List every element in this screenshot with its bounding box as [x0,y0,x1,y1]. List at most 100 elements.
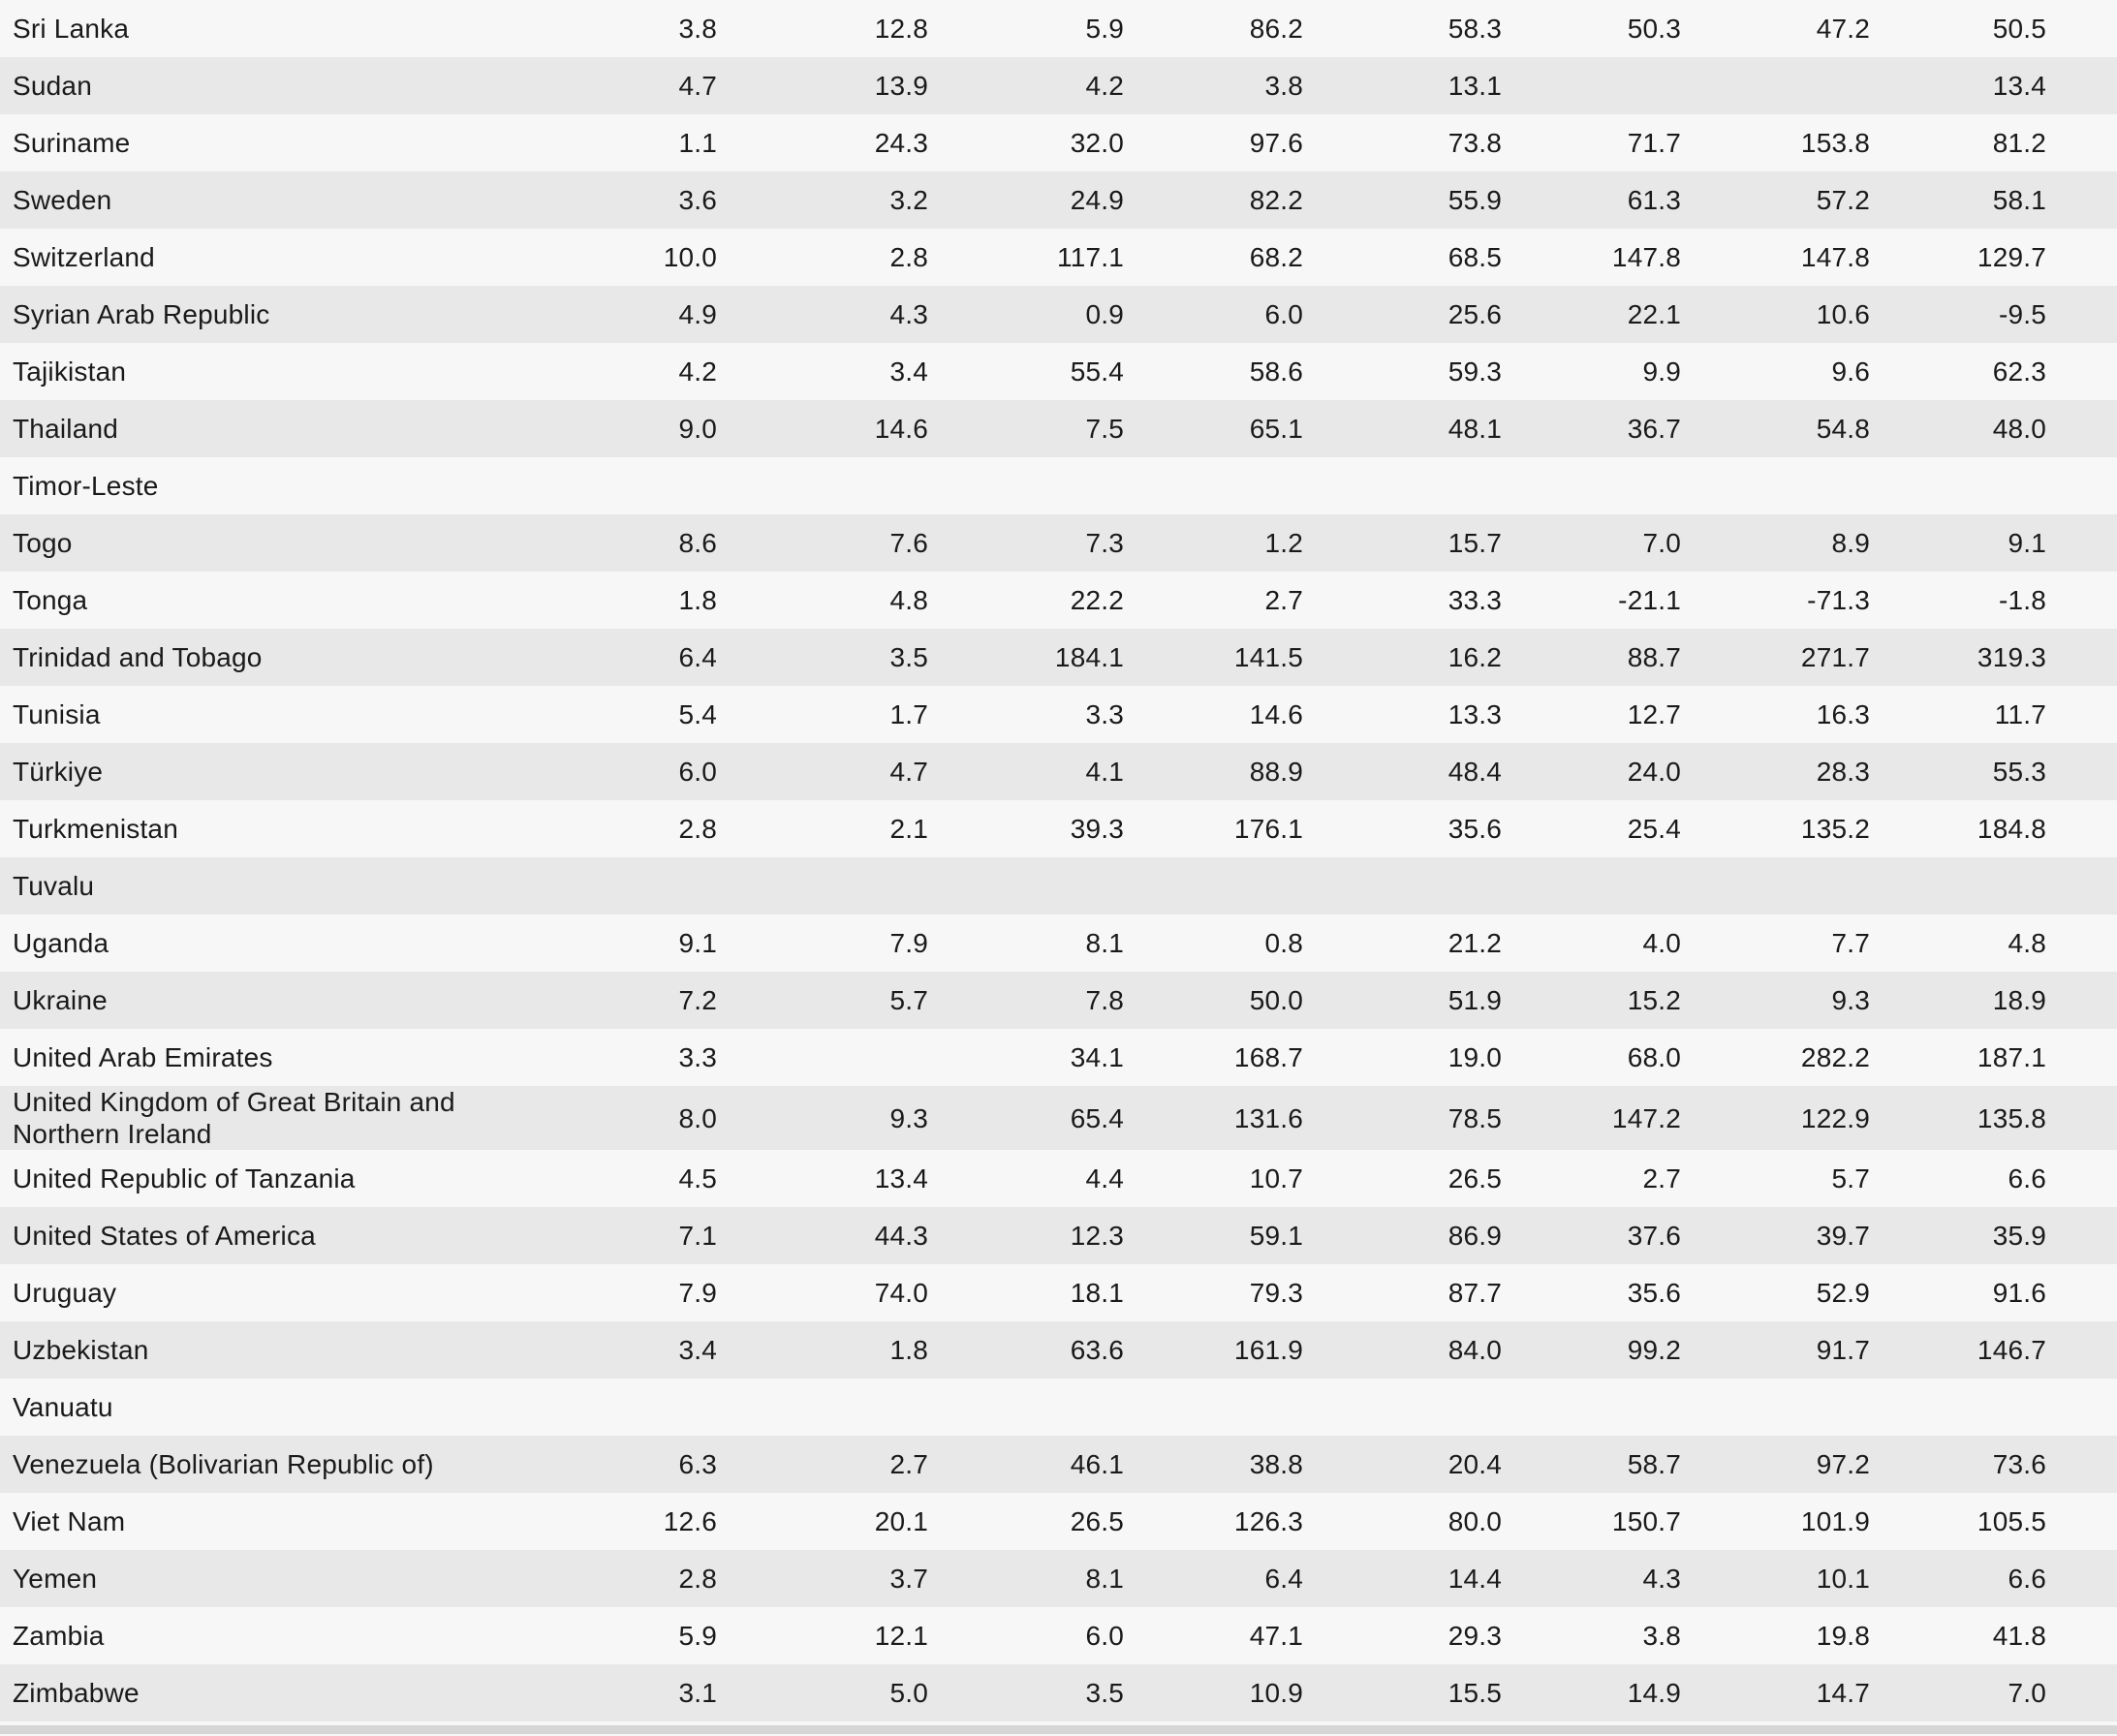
value-cell-6 [1502,457,1681,514]
value-cell-8: 146.7 [1977,1335,2046,1365]
country-name-cell: United Arab Emirates [13,1042,273,1072]
country-name-cell: Thailand [13,414,119,444]
country-name-cell: Uzbekistan [13,1335,149,1365]
value-cell-6: 2.7 [1642,1163,1681,1194]
value-cell-6: 4.0 [1642,928,1681,958]
value-cell-7 [1681,457,1870,514]
value-cell-7: 91.7 [1816,1335,1870,1365]
value-cell-5: 29.3 [1448,1621,1502,1651]
value-cell-7: 271.7 [1800,642,1870,672]
value-cell-6: 88.7 [1627,642,1681,672]
value-cell-3: 4.2 [1085,71,1124,101]
value-cell-6: 12.7 [1627,699,1681,729]
value-cell-6: 3.8 [1642,1621,1681,1651]
value-cell-4: 126.3 [1233,1506,1303,1536]
value-cell-3: 0.9 [1085,299,1124,329]
value-cell-4 [1124,457,1303,514]
value-cell-8: 55.3 [1992,757,2046,787]
country-name-cell: Uruguay [13,1278,117,1308]
value-cell-1: 7.2 [678,985,717,1015]
value-cell-8 [1870,857,2117,914]
country-name-cell: Suriname [13,128,131,158]
value-cell-7: 5.7 [1831,1163,1870,1194]
value-cell-5: 15.5 [1448,1678,1502,1708]
value-cell-7: 54.8 [1816,414,1870,444]
value-cell-6: 9.9 [1642,356,1681,387]
value-cell-6: 35.6 [1627,1278,1681,1308]
value-cell-8: 6.6 [2008,1564,2046,1594]
value-cell-3 [928,457,1124,514]
value-cell-5: 13.1 [1448,71,1502,101]
value-cell-4: 82.2 [1249,185,1303,215]
value-cell-2: 2.7 [889,1449,928,1479]
value-cell-2: 3.7 [889,1564,928,1594]
value-cell-4: 176.1 [1233,814,1303,844]
value-cell-6: 25.4 [1627,814,1681,844]
value-cell-2: 1.8 [889,1335,928,1365]
value-cell-4: 47.1 [1249,1621,1303,1651]
value-cell-8: 91.6 [1992,1278,2046,1308]
value-cell-2: 3.2 [889,185,928,215]
table-row: Thailand 9.0 14.6 7.5 65.1 48.1 36.7 54.… [0,400,2117,457]
value-cell-2 [717,1379,928,1436]
value-cell-5: 14.4 [1448,1564,1502,1594]
value-cell-1: 5.4 [678,699,717,729]
value-cell-1: 3.6 [678,185,717,215]
value-cell-1: 9.0 [678,414,717,444]
value-cell-7: 101.9 [1800,1506,1870,1536]
value-cell-7: 147.8 [1800,242,1870,272]
value-cell-2: 44.3 [874,1221,928,1251]
value-cell-5: 20.4 [1448,1449,1502,1479]
value-cell-8: 135.8 [1977,1102,2046,1133]
country-name-cell: United States of America [13,1221,316,1251]
value-cell-5: 16.2 [1448,642,1502,672]
value-cell-4: 58.6 [1249,356,1303,387]
value-cell-2: 24.3 [874,128,928,158]
table-row: Yemen 2.8 3.7 8.1 6.4 14.4 4.3 10.1 6.6 [0,1550,2117,1607]
value-cell-3: 8.1 [1085,928,1124,958]
value-cell-5: 25.6 [1448,299,1502,329]
table-row: United Republic of Tanzania 4.5 13.4 4.4… [0,1150,2117,1207]
country-name-cell: Zambia [13,1621,105,1651]
value-cell-3: 39.3 [1070,814,1124,844]
bottom-gap [0,1721,2117,1725]
value-cell-5: 59.3 [1448,356,1502,387]
value-cell-2: 7.9 [889,928,928,958]
country-name-cell: Sri Lanka [13,14,130,44]
value-cell-8: 9.1 [2008,528,2046,558]
value-cell-8: 13.4 [1992,71,2046,101]
value-cell-1: 7.1 [678,1221,717,1251]
value-cell-4 [1124,1379,1303,1436]
value-cell-3 [928,857,1124,914]
country-name-cell: Uganda [13,928,109,958]
value-cell-5 [1303,457,1502,514]
value-cell-7: 9.3 [1831,985,1870,1015]
value-cell-3 [928,1379,1124,1436]
value-cell-5: 48.4 [1448,757,1502,787]
value-cell-8 [1870,1379,2117,1436]
value-cell-5: 35.6 [1448,814,1502,844]
value-cell-6: 147.8 [1611,242,1681,272]
value-cell-5: 51.9 [1448,985,1502,1015]
value-cell-1: 7.9 [678,1278,717,1308]
value-cell-2: 14.6 [874,414,928,444]
table-row: Ukraine 7.2 5.7 7.8 50.0 51.9 15.2 9.3 1… [0,972,2117,1029]
value-cell-4: 10.9 [1249,1678,1303,1708]
value-cell-6: 36.7 [1627,414,1681,444]
value-cell-8: 48.0 [1992,414,2046,444]
value-cell-5: 13.3 [1448,699,1502,729]
value-cell-8: 35.9 [1992,1221,2046,1251]
value-cell-3: 117.1 [1057,242,1124,272]
value-cell-3: 4.1 [1085,757,1124,787]
value-cell-8: 50.5 [1992,14,2046,44]
table-row: Sweden 3.6 3.2 24.9 82.2 55.9 61.3 57.2 … [0,171,2117,229]
value-cell-2: 1.7 [889,699,928,729]
value-cell-7 [1681,857,1870,914]
value-cell-3: 18.1 [1070,1278,1124,1308]
value-cell-8: 73.6 [1992,1449,2046,1479]
value-cell-2: 4.7 [889,757,928,787]
table-row: Uruguay 7.9 74.0 18.1 79.3 87.7 35.6 52.… [0,1264,2117,1321]
value-cell-7: 122.9 [1800,1102,1870,1133]
